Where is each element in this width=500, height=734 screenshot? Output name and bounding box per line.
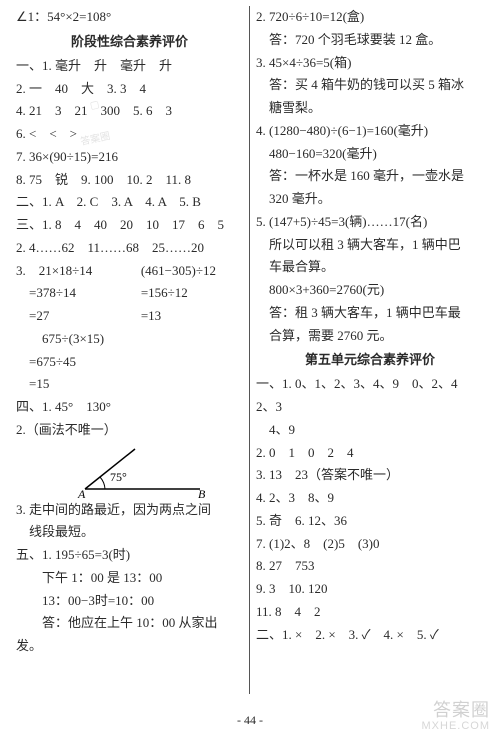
- text-line: 4、9: [256, 419, 484, 442]
- angle-point-b: B: [198, 487, 206, 499]
- text-line: 2. 720÷6÷10=12(盒): [256, 6, 484, 29]
- text-line: 4. 21 3 21 300 5. 6 3: [16, 100, 243, 123]
- text-line: 4. (1280−480)÷(6−1)=160(毫升): [256, 120, 484, 143]
- text-line: 3. 13 23（答案不唯一）: [256, 464, 484, 487]
- section-heading: 第五单元综合素养评价: [256, 347, 484, 373]
- text-line: ∠1：54°×2=108°: [16, 6, 243, 29]
- text-line: 答：720 个羽毛球要装 12 盒。: [256, 29, 484, 52]
- text-line: 2. 4……62 11……68 25……20: [16, 237, 243, 260]
- calc-cell: =378÷14: [16, 282, 141, 305]
- text-line: 8. 75 锐 9. 100 10. 2 11. 8: [16, 169, 243, 192]
- calc-cell: 3. 21×18÷14: [16, 260, 141, 283]
- watermark-faint-icon: ▢: [89, 99, 101, 112]
- calc-row: =378÷14 =156÷12: [16, 282, 243, 305]
- text-line: 6. < < >: [16, 123, 243, 146]
- calc-row: =675÷45: [16, 351, 243, 374]
- calc-row: =15: [16, 373, 243, 396]
- text-line: 11. 8 4 2: [256, 601, 484, 624]
- text-line: 四、1. 45° 130°: [16, 396, 243, 419]
- calc-row: 3. 21×18÷14 (461−305)÷12: [16, 260, 243, 283]
- text-line: 13：00−3时=10：00: [16, 590, 243, 613]
- text-line: 糖雪梨。: [256, 97, 484, 120]
- text-line: 2. 0 1 0 2 4: [256, 442, 484, 465]
- text-line: 3. 45×4÷36=5(箱): [256, 52, 484, 75]
- text-line: 车最合算。: [256, 256, 484, 279]
- angle-label: 75°: [110, 470, 127, 484]
- text-line: 二、1. A 2. C 3. A 4. A 5. B: [16, 191, 243, 214]
- calc-cell: =13: [141, 305, 243, 328]
- text-line: 320 毫升。: [256, 188, 484, 211]
- watermark-logo: 答案圈: [433, 696, 490, 722]
- text-line: 线段最短。: [16, 521, 243, 544]
- text-line: 所以可以租 3 辆大客车，1 辆中巴: [256, 234, 484, 257]
- watermark-url: MXHE.COM: [422, 720, 491, 732]
- text-line: 三、1. 8 4 40 20 10 17 6 5: [16, 214, 243, 237]
- text-line: 5. 奇 6. 12、36: [256, 510, 484, 533]
- text-line: 2.（画法不唯一）: [16, 419, 243, 442]
- text-line: 一、1. 0、1、2、3、4、9 0、2、4 2、3: [256, 373, 484, 419]
- text-line: 二、1. × 2. × 3. ✓ 4. × 5. ✓: [256, 624, 484, 647]
- text-line: 9. 3 10. 120: [256, 578, 484, 601]
- calc-row: 675÷(3×15): [16, 328, 243, 351]
- text-line: 4. 2、3 8、9: [256, 487, 484, 510]
- text-line: 2. 一 40 大 3. 3 4: [16, 78, 243, 101]
- text-line: 480−160=320(毫升): [256, 143, 484, 166]
- text-line: 3. 走中间的路最近，因为两点之间: [16, 499, 243, 522]
- text-line: 合算，需要 2760 元。: [256, 325, 484, 348]
- text-line: 答：租 3 辆大客车，1 辆中巴车最: [256, 302, 484, 325]
- text-line: 7. 36×(90÷15)=216: [16, 146, 243, 169]
- text-line: 答：一杯水是 160 毫升，一壶水是: [256, 165, 484, 188]
- text-line: 答：买 4 箱牛奶的钱可以买 5 箱冰: [256, 74, 484, 97]
- text-line: 8. 27 753: [256, 555, 484, 578]
- text-line: 一、1. 毫升 升 毫升 升: [16, 55, 243, 78]
- page: ∠1：54°×2=108° 阶段性综合素养评价 一、1. 毫升 升 毫升 升 2…: [0, 0, 500, 694]
- angle-point-a: A: [77, 487, 86, 499]
- text-line: 5. (147+5)÷45=3(辆)……17(名): [256, 211, 484, 234]
- text-line: 答：他应在上午 10：00 从家出发。: [16, 612, 243, 658]
- right-column: 2. 720÷6÷10=12(盒) 答：720 个羽毛球要装 12 盒。 3. …: [250, 6, 490, 694]
- angle-diagram: 75° A B: [50, 444, 210, 499]
- calc-row: =27 =13: [16, 305, 243, 328]
- calc-cell: =156÷12: [141, 282, 243, 305]
- calc-cell: =27: [16, 305, 141, 328]
- section-heading: 阶段性综合素养评价: [16, 29, 243, 55]
- left-column: ∠1：54°×2=108° 阶段性综合素养评价 一、1. 毫升 升 毫升 升 2…: [10, 6, 250, 694]
- text-line: 下午 1：00 是 13：00: [16, 567, 243, 590]
- calc-cell: (461−305)÷12: [141, 260, 243, 283]
- text-line: 800×3+360=2760(元): [256, 279, 484, 302]
- text-line: 五、1. 195÷65=3(时): [16, 544, 243, 567]
- text-line: 7. (1)2、8 (2)5 (3)0: [256, 533, 484, 556]
